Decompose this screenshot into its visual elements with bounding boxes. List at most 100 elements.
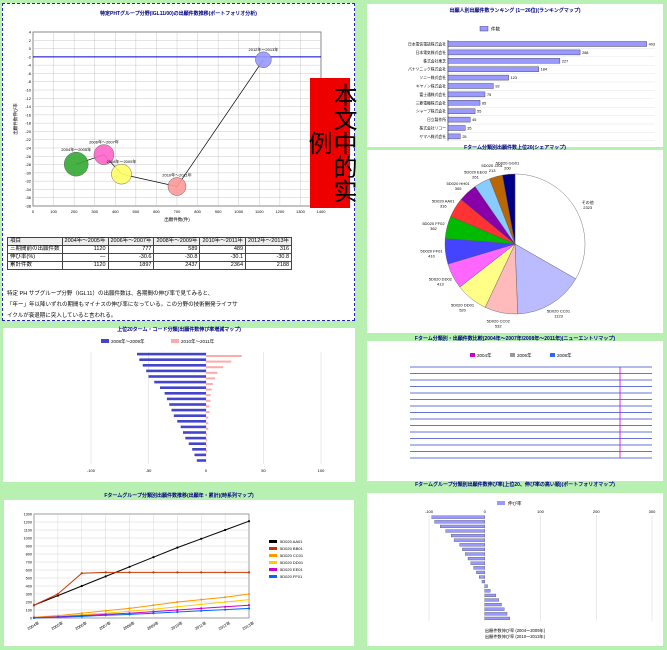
- series-point: [247, 592, 251, 596]
- series-point: [200, 571, 203, 574]
- series-point: [224, 571, 227, 574]
- legend-swatch-b: [171, 339, 179, 343]
- bar-b: [206, 450, 208, 453]
- bar-a: [169, 403, 206, 406]
- bar-b: [206, 371, 218, 374]
- series-point: [128, 565, 131, 568]
- share-panel: Fターム分類別出願件数上位20(シェアマップ) その他 2323 5D020 CC0…: [367, 145, 663, 333]
- growth-bar: [459, 543, 485, 547]
- series-line: [33, 520, 250, 606]
- series-point: [247, 598, 251, 601]
- slice-value: 362: [430, 226, 437, 231]
- table-header-cell: 2008年〜2009年: [153, 237, 201, 246]
- growth-title: 上位20ターム・コード分類(出願件数伸び率増減マップ): [117, 327, 241, 333]
- bar-b: [206, 377, 216, 380]
- series-line: [33, 593, 250, 618]
- growth-bar: [470, 561, 485, 565]
- bubble-point: [255, 51, 272, 69]
- y-tick-label: -14: [25, 104, 32, 109]
- x-tick-label: 1000: [234, 209, 244, 214]
- bar-a: [194, 453, 206, 457]
- slice-label: 5D020 GG01: [496, 160, 520, 165]
- y-tick-label: 400: [26, 585, 32, 589]
- series-point: [104, 614, 107, 617]
- legend-label: 件数: [491, 26, 500, 33]
- series-point: [200, 603, 203, 606]
- series-point: [176, 546, 179, 549]
- bar-a: [142, 364, 206, 367]
- y-tick-label: 4: [29, 30, 32, 35]
- growth-bar: [440, 524, 485, 528]
- growth-bar: [462, 547, 485, 551]
- slice-label: 5D020 CC02: [487, 318, 511, 323]
- slice-value: 410: [428, 253, 435, 258]
- series-point: [247, 571, 251, 574]
- y-tick-label: 1100: [24, 529, 32, 533]
- x-tick-label: 800: [194, 209, 201, 214]
- series-line: [33, 571, 249, 606]
- category-label: キヤノン株式会社: [416, 84, 446, 89]
- y-tick-label: 1000: [24, 537, 32, 541]
- x-tick-label: 2008年: [121, 619, 135, 631]
- series-point: [80, 572, 83, 575]
- bar-a: [137, 352, 206, 356]
- category-label: 三菱電機株式会社: [416, 100, 447, 105]
- series-point: [224, 596, 227, 599]
- pie-slice: [502, 173, 516, 245]
- y-tick-label: -6: [27, 71, 31, 76]
- series-point: [152, 556, 155, 559]
- slice-label: 5D020 EE03: [464, 169, 487, 174]
- rank-bar: [447, 83, 494, 89]
- series-point: [152, 610, 155, 613]
- legend-label-a: 2008年〜2009年: [111, 338, 145, 345]
- portfolio-note-1: 特定 PH サブグループ分野（IGL11）の出願件数は、各期間の伸び率で見てみる…: [7, 291, 214, 297]
- bubble-point: [167, 177, 187, 196]
- legend-label: 5D020 EE01: [280, 567, 303, 572]
- newentry-panel: Fターム分類別・出願件数比較(2004年〜2007年/2008年〜2011年)(…: [367, 336, 663, 481]
- value-label: 227: [562, 59, 568, 63]
- y-tick-label: -16: [25, 112, 32, 117]
- ranking-title: 出願人別出願件数ランキング (1ー26位)(ランキングマップ): [449, 8, 581, 14]
- bar-b: [206, 416, 209, 419]
- slice-value: 413: [437, 282, 444, 287]
- bar-b: [206, 411, 210, 413]
- value-label: 75: [487, 93, 491, 97]
- category-label: 日本電信電話株式会社: [408, 42, 446, 47]
- portfolio-note-3: イクルが衰退期に突入していると言われる。: [7, 313, 117, 319]
- x-tick-label: -100: [425, 509, 434, 514]
- table-header-cell: 2012年〜2013年: [245, 237, 293, 246]
- bubble-point: [63, 151, 89, 177]
- legend-swatch: [497, 501, 505, 505]
- footer-text: 出願件数伸び率 (2004〜2009年): [485, 627, 546, 634]
- timeseries-chart: 0 100 200 300 400 500 600 700 800 900 1000 1100 1200…: [24, 513, 304, 632]
- pie-slice: [514, 243, 576, 315]
- series-point: [56, 594, 59, 597]
- pie-slice: [514, 173, 586, 280]
- table-cell: -30.1: [199, 253, 247, 262]
- slice-label: 5D020 HH01: [447, 181, 471, 186]
- table-cell: 777: [107, 245, 155, 254]
- series-point: [128, 571, 131, 574]
- bubble-label: 2006年〜2007年: [89, 139, 119, 145]
- legend-swatch: [269, 575, 277, 578]
- y-axis-label: 出願件数伸び率: [12, 103, 19, 135]
- bar-b: [206, 383, 213, 385]
- legend-swatch: [269, 568, 277, 571]
- portfolio-note-2: 「年ー」年以降いずれの期間もマイナスの伸び率になっている。この分野の技術開発ライ…: [7, 302, 238, 308]
- y-tick-label: 2: [29, 38, 32, 43]
- y-tick-label: 0: [29, 46, 32, 51]
- bar-a: [188, 442, 206, 445]
- category-label: パナソニック株式会社: [408, 67, 446, 72]
- series-point: [224, 528, 227, 532]
- series-point: [128, 610, 131, 613]
- series-line: [33, 607, 250, 619]
- bar-a: [192, 448, 206, 451]
- x-tick-label: -100: [87, 468, 96, 473]
- bubble-label: 2008年〜2009年: [107, 158, 137, 164]
- timeseries-title: Fタームグループ分類別出願件数推移(出願年・累計)(時系列マップ): [104, 493, 254, 499]
- series-point: [104, 571, 107, 574]
- y-tick-label: 600: [26, 569, 32, 573]
- x-tick-label: 2009年: [145, 619, 159, 631]
- series-point: [176, 571, 179, 574]
